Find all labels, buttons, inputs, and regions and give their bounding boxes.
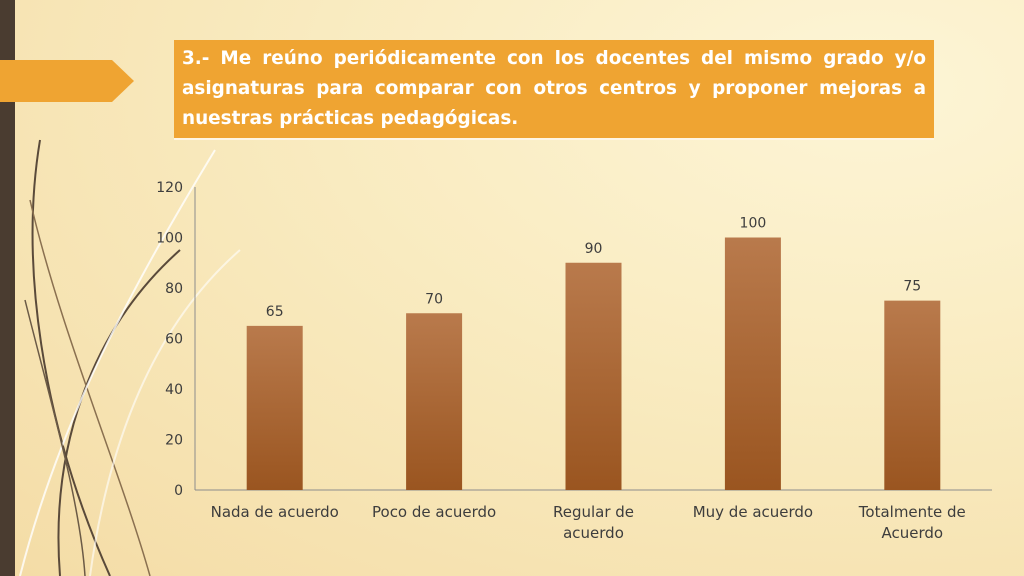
category-label: Regular de <box>553 503 634 521</box>
arrow-polygon <box>0 60 134 102</box>
bar <box>884 300 941 490</box>
category-label: Acuerdo <box>882 524 944 542</box>
left-accent-bar <box>0 0 15 576</box>
data-label: 70 <box>425 291 443 307</box>
y-tick-label: 120 <box>156 180 183 196</box>
data-label: 75 <box>903 279 921 295</box>
y-tick-label: 100 <box>156 231 183 247</box>
y-tick-label: 20 <box>165 433 183 449</box>
title-box: 3.- Me reúno periódicamente con los doce… <box>174 40 934 140</box>
category-label: Totalmente de <box>858 503 966 521</box>
y-tick-label: 40 <box>165 382 183 398</box>
category-label: Poco de acuerdo <box>372 503 496 521</box>
decorative-curves <box>19 139 241 576</box>
bar <box>724 237 781 490</box>
data-label: 65 <box>266 304 284 320</box>
bar <box>406 313 463 490</box>
y-tick-label: 80 <box>165 281 183 297</box>
category-label: acuerdo <box>563 524 624 542</box>
bar <box>246 325 303 490</box>
category-label: Nada de acuerdo <box>211 503 339 521</box>
arrow-shape <box>0 60 134 102</box>
y-tick-label: 0 <box>174 483 183 499</box>
data-label: 100 <box>740 216 767 232</box>
category-label: Muy de acuerdo <box>693 503 813 521</box>
slide-title: 3.- Me reúno periódicamente con los doce… <box>182 48 926 129</box>
data-label: 90 <box>585 241 603 257</box>
bar <box>565 262 622 490</box>
y-tick-label: 60 <box>165 332 183 348</box>
